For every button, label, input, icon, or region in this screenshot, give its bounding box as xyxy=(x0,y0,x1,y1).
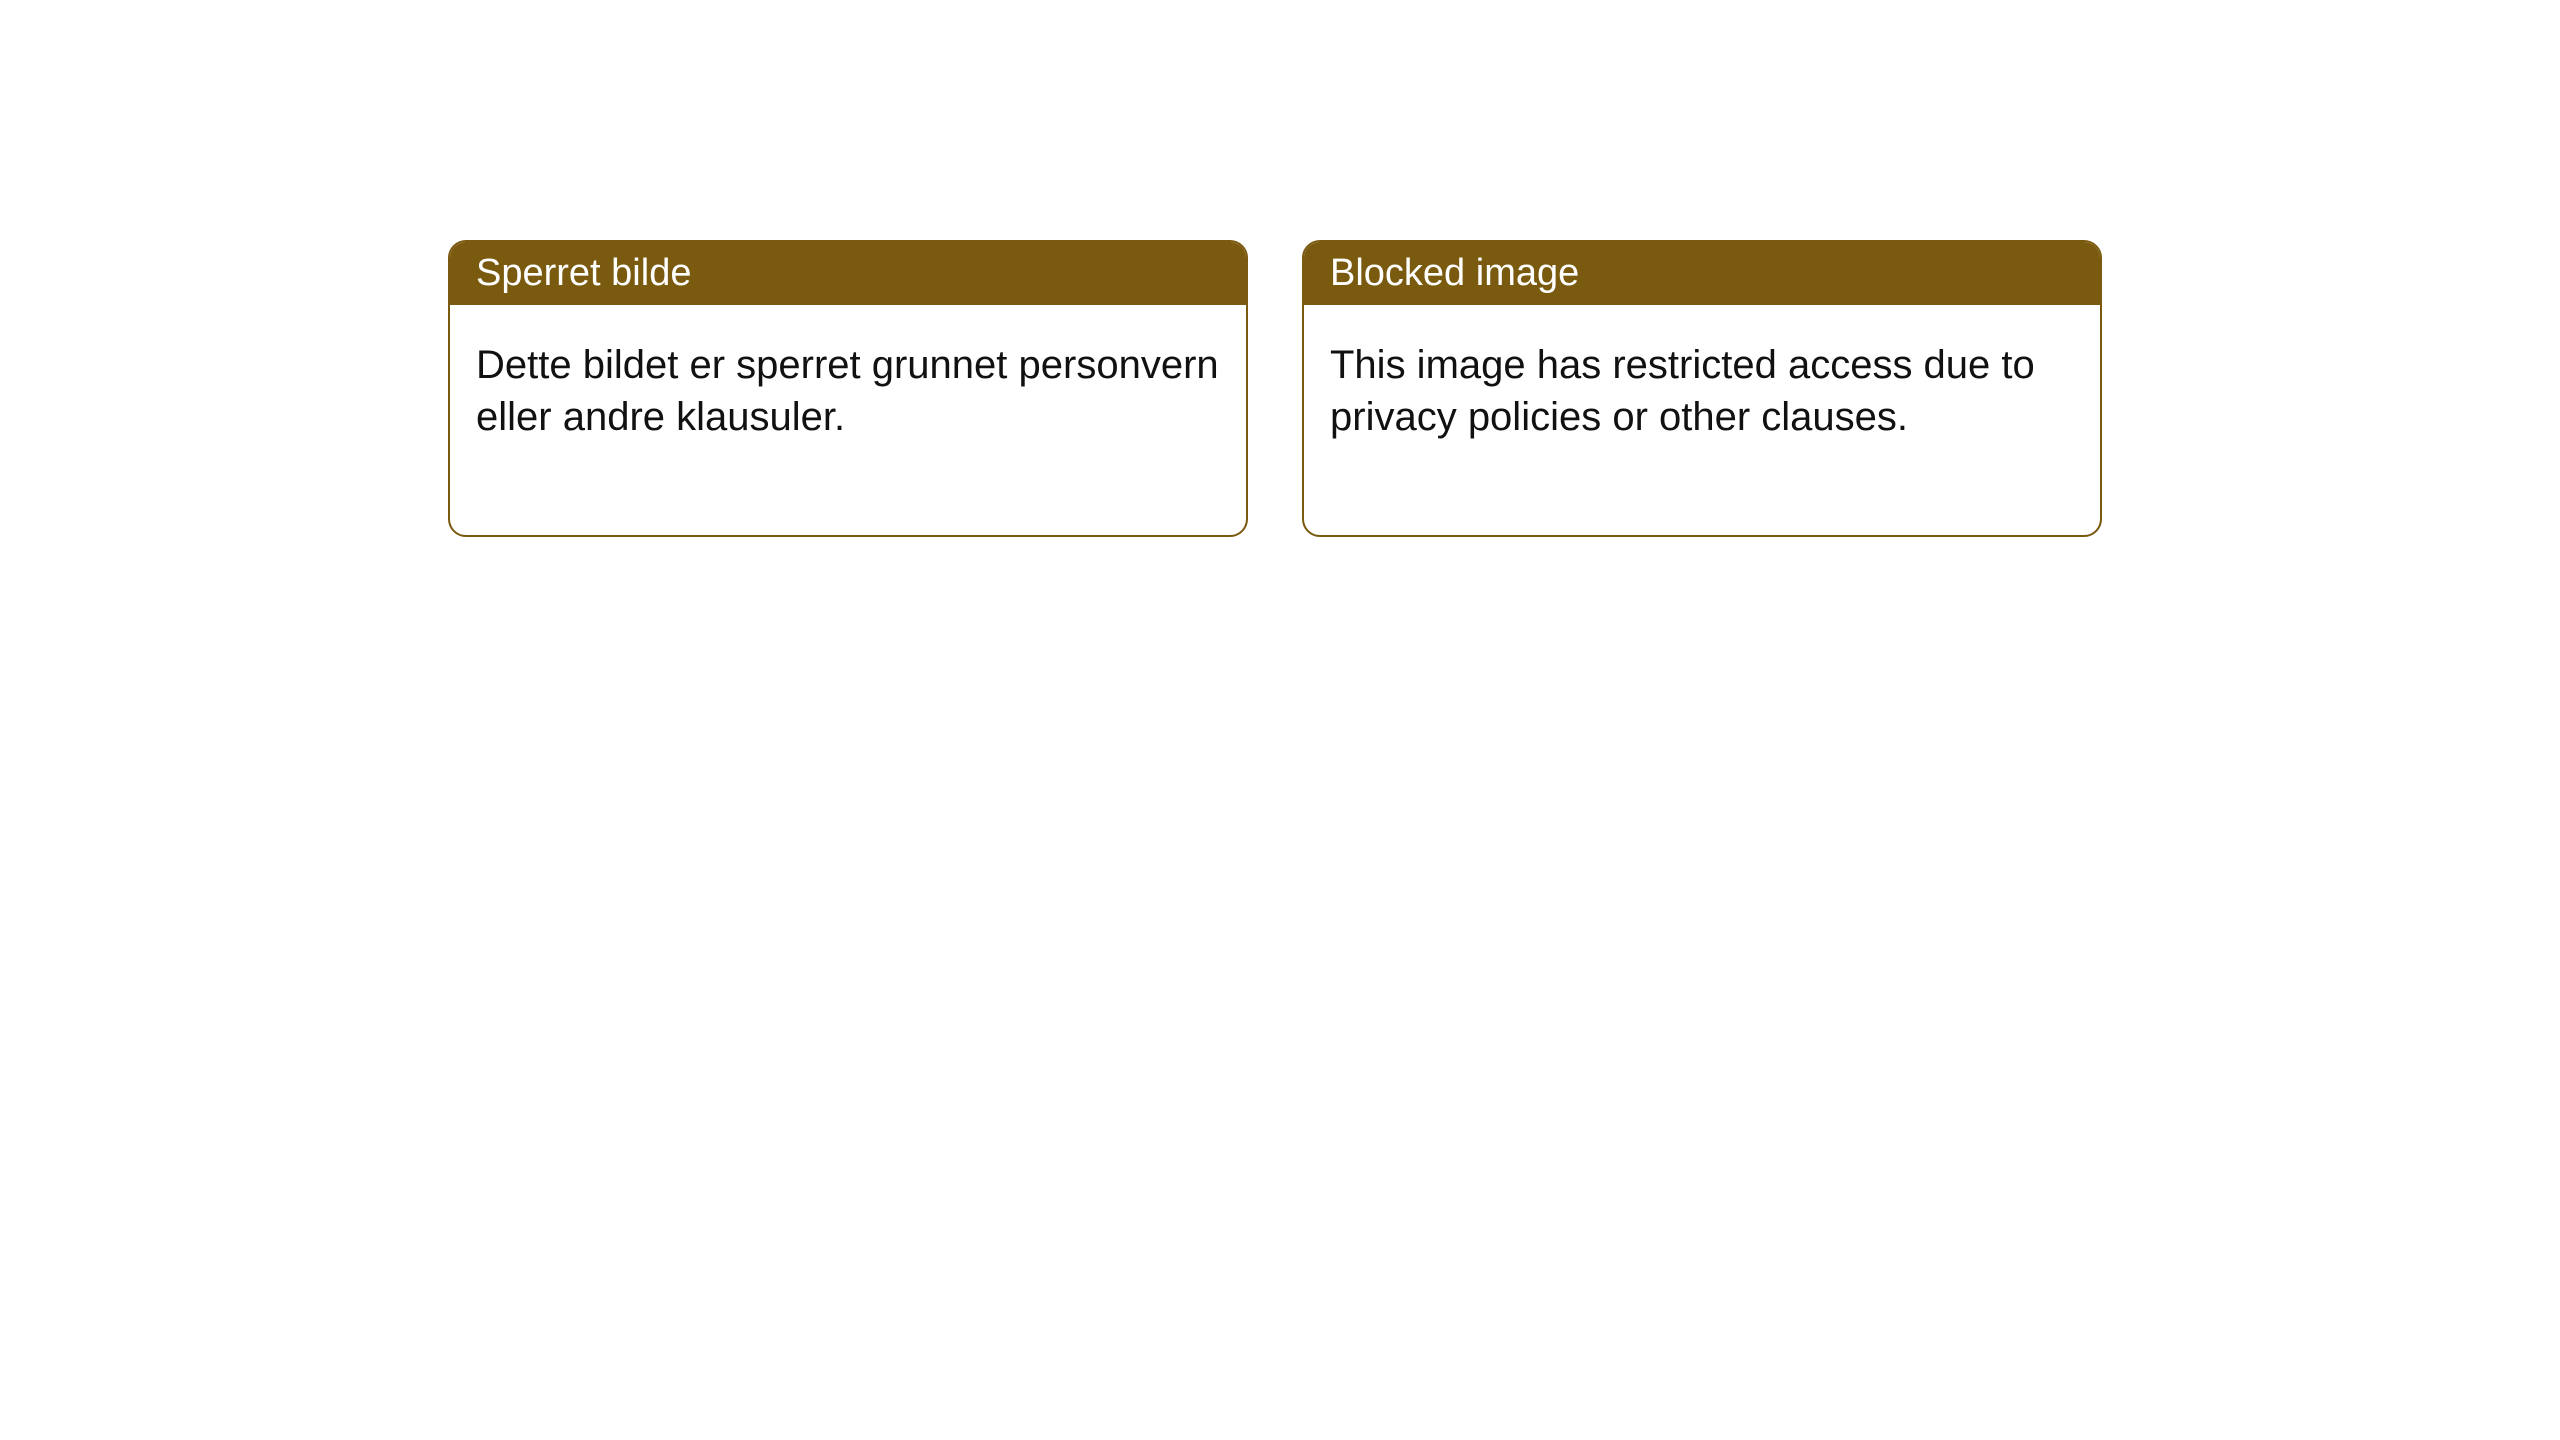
notice-title: Blocked image xyxy=(1330,252,1579,294)
notice-body: This image has restricted access due to … xyxy=(1304,305,2100,535)
notice-card-english: Blocked image This image has restricted … xyxy=(1302,240,2102,537)
notice-title: Sperret bilde xyxy=(476,252,691,294)
notice-body: Dette bildet er sperret grunnet personve… xyxy=(450,305,1246,535)
notice-header: Sperret bilde xyxy=(450,242,1246,305)
notice-body-text: Dette bildet er sperret grunnet personve… xyxy=(476,343,1219,439)
notice-card-norwegian: Sperret bilde Dette bildet er sperret gr… xyxy=(448,240,1248,537)
notice-body-text: This image has restricted access due to … xyxy=(1330,343,2035,439)
notice-container: Sperret bilde Dette bildet er sperret gr… xyxy=(448,240,2102,537)
notice-header: Blocked image xyxy=(1304,242,2100,305)
